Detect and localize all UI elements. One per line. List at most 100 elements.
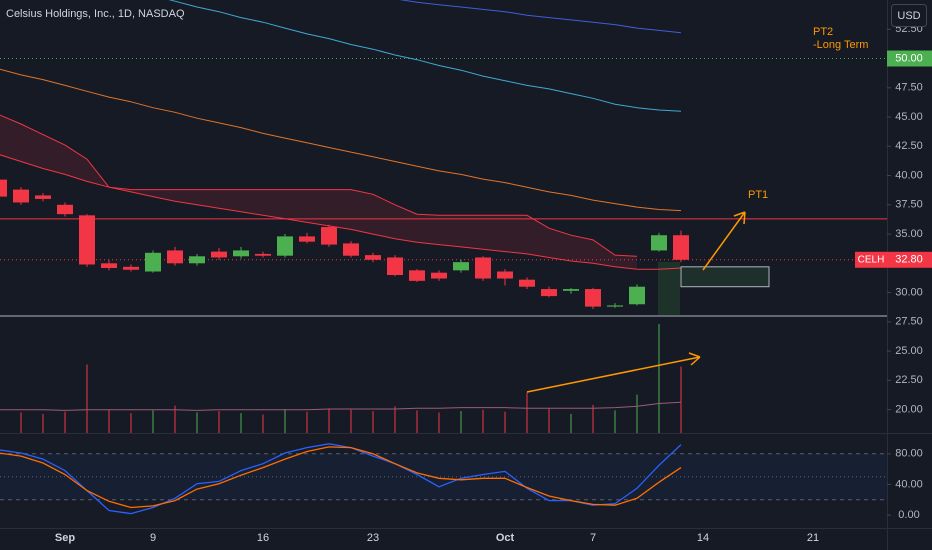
band-upper	[0, 114, 638, 257]
y-tick-label: 45.00	[895, 111, 923, 123]
y-tick-label: 35.00	[895, 228, 923, 240]
candle-body	[365, 255, 381, 260]
oscillator-pane	[0, 434, 887, 528]
moving-average	[399, 0, 682, 34]
x-tick-label: 9	[150, 532, 156, 544]
candle-body	[299, 236, 315, 242]
y-tick-label: 37.50	[895, 199, 923, 211]
volume-bar	[152, 410, 154, 433]
y-tick-label: 30.00	[895, 286, 923, 298]
y-tick-label: 47.50	[895, 82, 923, 94]
x-tick-label: 23	[367, 532, 379, 544]
volume-bar	[416, 410, 418, 433]
candle-body	[453, 262, 469, 271]
oscillator-line	[0, 446, 682, 509]
price-label: 50.00	[895, 52, 923, 64]
volume-bar	[108, 409, 110, 433]
x-tick-label: 7	[590, 532, 596, 544]
candle-body	[277, 236, 293, 256]
candle-body	[607, 305, 623, 307]
candle-body	[343, 243, 359, 256]
y-tick-label: 25.00	[895, 345, 923, 357]
annotation: -Long Term	[813, 39, 868, 51]
currency-button[interactable]	[891, 4, 927, 27]
y-tick-label: 40.00	[895, 478, 923, 490]
candle-body	[255, 253, 271, 256]
volume-bar	[614, 410, 616, 433]
annotation: PT2	[813, 26, 833, 38]
volume-bar	[42, 413, 44, 433]
volume-bar	[262, 414, 264, 433]
y-tick-label: 42.50	[895, 140, 923, 152]
volume-bar	[86, 364, 88, 433]
y-tick-label: 27.50	[895, 316, 923, 328]
price-label: 32.80	[895, 254, 923, 266]
candle-body	[387, 257, 403, 276]
candle-body	[321, 227, 337, 245]
candle-body	[189, 256, 205, 264]
zone-box	[680, 266, 770, 288]
volume-bar	[218, 411, 220, 433]
candle-body	[563, 289, 579, 291]
oscillator-line	[0, 443, 682, 515]
volume-bar	[504, 411, 506, 433]
candle-body	[651, 235, 667, 251]
y-tick-label: 40.00	[895, 169, 923, 181]
volume-bar	[64, 411, 66, 433]
x-tick-label: 16	[257, 532, 269, 544]
volume-bar	[460, 411, 462, 433]
candle-body	[233, 250, 249, 257]
price-label-bg	[887, 251, 932, 268]
candle-body	[409, 270, 425, 281]
volume-bar	[372, 411, 374, 433]
candle-body	[101, 263, 117, 268]
y-tick-label: 20.00	[895, 404, 923, 416]
volume-bar	[592, 404, 594, 433]
volume-bar	[20, 412, 22, 433]
volume-bar	[306, 411, 308, 433]
oscillator-band	[0, 453, 887, 500]
annotation: PT1	[748, 189, 768, 201]
volume-bar	[130, 413, 132, 433]
y-tick-label: 22.50	[895, 374, 923, 386]
x-tick-label: Sep	[55, 532, 75, 544]
y-tick-label: 80.00	[895, 448, 923, 460]
oscillator-plot	[0, 443, 887, 515]
x-tick-label: 14	[697, 532, 709, 544]
volume-bar	[284, 409, 286, 433]
volume-bar	[570, 413, 572, 433]
candle-body	[211, 251, 227, 258]
band-fill	[0, 115, 637, 270]
ticker-label: CELH	[858, 254, 885, 265]
volume-bar	[438, 412, 440, 433]
volume-bar	[526, 392, 528, 433]
candle-body	[497, 271, 513, 279]
volume-bar	[636, 394, 638, 433]
volume-bar	[240, 413, 242, 433]
band-lower	[0, 154, 682, 270]
arrow-drawing	[702, 211, 746, 271]
arrow-drawing	[526, 352, 701, 393]
volume-bar	[350, 409, 352, 433]
moving-average	[168, 0, 682, 112]
candle-body	[431, 272, 447, 279]
candle-body	[57, 204, 73, 215]
candle-body	[519, 279, 535, 287]
candle-body	[145, 252, 161, 272]
volume-bar	[482, 409, 484, 433]
x-tick-label: Oct	[496, 532, 515, 544]
candle-body	[167, 250, 183, 264]
candle-body	[673, 235, 689, 260]
volume-bar	[680, 366, 682, 433]
volume-bar	[174, 405, 176, 433]
candle-body	[123, 266, 139, 270]
volume-ma	[0, 401, 682, 411]
main-pane	[0, 0, 887, 433]
candle-body	[629, 286, 645, 305]
candle-body	[35, 195, 51, 199]
candle-body	[79, 215, 95, 265]
currency-label[interactable]: USD	[897, 10, 920, 22]
